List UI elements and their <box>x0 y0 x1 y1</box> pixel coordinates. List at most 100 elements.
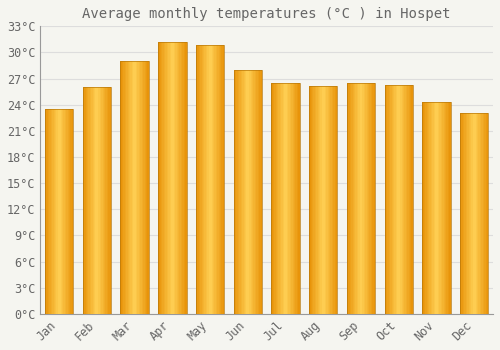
Bar <box>96 87 97 314</box>
Bar <box>130 61 132 314</box>
Bar <box>216 46 217 314</box>
Bar <box>107 87 108 314</box>
Bar <box>358 83 360 314</box>
Bar <box>290 83 291 314</box>
Bar <box>487 113 488 314</box>
Bar <box>198 46 199 314</box>
Bar <box>272 83 273 314</box>
Bar <box>120 61 122 314</box>
Bar <box>324 85 326 314</box>
Bar <box>83 87 84 314</box>
Bar <box>407 85 408 314</box>
Bar <box>248 70 249 314</box>
Bar <box>146 61 148 314</box>
Bar <box>333 85 334 314</box>
Bar <box>204 46 206 314</box>
Bar <box>354 83 356 314</box>
Bar <box>249 70 250 314</box>
Bar <box>436 102 438 314</box>
Bar <box>480 113 482 314</box>
Bar <box>259 70 260 314</box>
Bar <box>449 102 450 314</box>
Bar <box>390 85 392 314</box>
Bar <box>196 46 224 314</box>
Bar <box>384 85 386 314</box>
Bar <box>185 42 186 314</box>
Bar <box>245 70 246 314</box>
Bar <box>184 42 185 314</box>
Bar <box>124 61 126 314</box>
Bar <box>256 70 258 314</box>
Bar <box>277 83 278 314</box>
Bar <box>478 113 480 314</box>
Bar <box>473 113 474 314</box>
Bar <box>66 109 68 314</box>
Bar <box>404 85 406 314</box>
Bar <box>398 85 400 314</box>
Bar <box>174 42 175 314</box>
Bar <box>246 70 248 314</box>
Bar <box>372 83 374 314</box>
Bar <box>164 42 166 314</box>
Bar <box>389 85 390 314</box>
Bar <box>446 102 448 314</box>
Bar <box>309 85 338 314</box>
Bar <box>431 102 432 314</box>
Bar <box>294 83 296 314</box>
Bar <box>316 85 318 314</box>
Bar <box>172 42 174 314</box>
Bar <box>298 83 300 314</box>
Bar <box>90 87 91 314</box>
Bar <box>217 46 218 314</box>
Bar <box>366 83 368 314</box>
Bar <box>91 87 92 314</box>
Bar <box>315 85 316 314</box>
Bar <box>97 87 98 314</box>
Bar <box>72 109 74 314</box>
Bar <box>422 102 450 314</box>
Bar <box>273 83 274 314</box>
Bar <box>297 83 298 314</box>
Bar <box>126 61 128 314</box>
Bar <box>104 87 106 314</box>
Bar <box>484 113 486 314</box>
Bar <box>486 113 487 314</box>
Bar <box>56 109 58 314</box>
Bar <box>288 83 290 314</box>
Bar <box>181 42 182 314</box>
Bar <box>347 83 375 314</box>
Bar <box>202 46 203 314</box>
Bar <box>320 85 322 314</box>
Bar <box>199 46 200 314</box>
Bar <box>46 109 48 314</box>
Bar <box>460 113 462 314</box>
Bar <box>136 61 138 314</box>
Bar <box>178 42 180 314</box>
Bar <box>62 109 64 314</box>
Bar <box>435 102 436 314</box>
Bar <box>440 102 442 314</box>
Bar <box>428 102 430 314</box>
Bar <box>356 83 357 314</box>
Bar <box>287 83 288 314</box>
Bar <box>180 42 181 314</box>
Bar <box>144 61 146 314</box>
Bar <box>347 83 348 314</box>
Bar <box>65 109 66 314</box>
Bar <box>106 87 107 314</box>
Bar <box>235 70 236 314</box>
Bar <box>110 87 111 314</box>
Bar <box>175 42 176 314</box>
Bar <box>360 83 361 314</box>
Bar <box>474 113 476 314</box>
Bar <box>213 46 214 314</box>
Bar <box>200 46 202 314</box>
Bar <box>361 83 362 314</box>
Bar <box>422 102 424 314</box>
Bar <box>48 109 50 314</box>
Bar <box>280 83 281 314</box>
Bar <box>412 85 413 314</box>
Bar <box>88 87 90 314</box>
Bar <box>142 61 143 314</box>
Bar <box>128 61 129 314</box>
